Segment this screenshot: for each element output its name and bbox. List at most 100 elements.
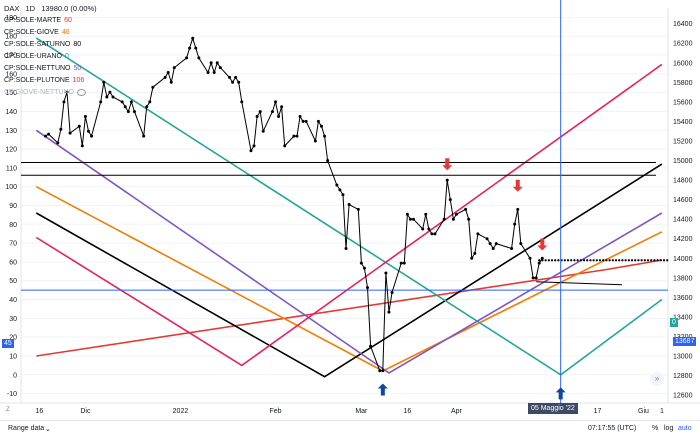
legend-item[interactable]: CP:SOLE-GIOVE 46 bbox=[4, 27, 97, 39]
price-point bbox=[68, 131, 72, 135]
legend-item[interactable]: CP:GIOVE-NETTUNO bbox=[4, 87, 97, 99]
price-point bbox=[537, 261, 541, 265]
right-tick-label: 14800 bbox=[673, 178, 693, 185]
right-tick-label: 16200 bbox=[673, 41, 693, 48]
price-point bbox=[59, 127, 63, 131]
level-dot bbox=[659, 259, 662, 262]
price-point bbox=[378, 369, 382, 373]
legend-item[interactable]: CP:SOLE-SATURNO 80 bbox=[4, 39, 97, 51]
price-point bbox=[145, 105, 149, 109]
price-label: 13980.0 (0.00%) bbox=[41, 4, 97, 13]
left-tick-label: 130 bbox=[5, 128, 17, 135]
price-point bbox=[126, 110, 130, 114]
level-dot bbox=[621, 259, 624, 262]
level-dot bbox=[589, 259, 592, 262]
legend-item[interactable]: CP:SOLE-NETTUNO 50 bbox=[4, 63, 97, 75]
symbol-label[interactable]: DAX bbox=[4, 4, 20, 13]
range-button[interactable]: Range data bbox=[8, 425, 45, 432]
price-point bbox=[280, 105, 284, 109]
zoom-left-icon[interactable]: Z bbox=[6, 407, 10, 413]
left-tick-label: 70 bbox=[9, 241, 17, 248]
x-tick-label: 2022 bbox=[173, 408, 189, 415]
price-point bbox=[430, 232, 434, 236]
right-value-tag: 0 bbox=[670, 318, 678, 327]
price-point bbox=[261, 129, 265, 133]
price-point bbox=[442, 217, 446, 221]
price-point bbox=[488, 242, 492, 246]
price-point bbox=[56, 141, 60, 145]
arrow-down-icon bbox=[537, 238, 548, 251]
percent-toggle[interactable]: % bbox=[652, 425, 659, 432]
left-tick-label: -10 bbox=[7, 391, 17, 398]
arrow-down-icon bbox=[442, 158, 453, 171]
left-tick-label: 60 bbox=[9, 259, 17, 266]
level-dot bbox=[640, 259, 643, 262]
left-tick-label: 20 bbox=[9, 335, 17, 342]
interval-label[interactable]: 1D bbox=[25, 4, 36, 13]
price-point bbox=[384, 271, 388, 275]
level-dot bbox=[563, 259, 566, 262]
arrow-shape bbox=[537, 238, 548, 251]
legend-item-name: CP:SOLE-SATURNO bbox=[4, 41, 71, 48]
arrow-down-icon bbox=[512, 179, 523, 192]
level-dot bbox=[566, 259, 570, 262]
price-point bbox=[163, 75, 167, 79]
scroll-to-realtime-button[interactable]: » bbox=[650, 372, 664, 386]
price-point bbox=[427, 227, 431, 231]
cycle-line-cp-sole-marte bbox=[36, 259, 663, 357]
price-point bbox=[99, 100, 103, 104]
price-point bbox=[424, 212, 428, 216]
left-tick-label: 30 bbox=[9, 316, 17, 323]
level-dot bbox=[598, 259, 602, 262]
price-point bbox=[451, 217, 455, 221]
x-tick-label: Apr bbox=[451, 408, 463, 415]
legend-item[interactable]: CP:SOLE-PLUTONE 106 bbox=[4, 75, 97, 87]
right-tick-label: 13800 bbox=[673, 275, 693, 282]
left-value-tag: 45 bbox=[2, 339, 14, 348]
price-point bbox=[540, 256, 544, 260]
price-point bbox=[252, 144, 256, 148]
auto-toggle[interactable]: auto bbox=[678, 425, 692, 432]
price-point bbox=[326, 159, 330, 163]
x-tick-label: Giu bbox=[638, 408, 649, 415]
level-dot bbox=[602, 259, 605, 262]
clock-time[interactable]: 07:17:55 (UTC) bbox=[588, 425, 637, 432]
level-dot bbox=[592, 259, 595, 262]
legend-item[interactable]: CP:SOLE-URANO 0 bbox=[4, 51, 97, 63]
level-dot bbox=[557, 259, 560, 262]
legend-item-name: CP:SOLE-PLUTONE bbox=[4, 77, 70, 84]
price-point bbox=[172, 66, 176, 70]
price-point bbox=[166, 71, 170, 75]
x-tick-label: 1 bbox=[660, 408, 664, 415]
price-point bbox=[470, 256, 474, 260]
price-point bbox=[111, 95, 115, 99]
price-point bbox=[215, 61, 219, 65]
price-point bbox=[197, 56, 201, 60]
price-point bbox=[258, 110, 262, 114]
legend-item-value: 80 bbox=[73, 41, 82, 48]
price-point bbox=[283, 144, 287, 148]
level-dot bbox=[579, 259, 582, 262]
x-tick-label: Mar bbox=[355, 408, 368, 415]
right-tick-label: 12800 bbox=[673, 373, 693, 380]
price-point bbox=[65, 90, 69, 94]
legend-item-name: CP:SOLE-MARTE bbox=[4, 17, 62, 24]
price-point bbox=[387, 310, 391, 314]
price-point bbox=[381, 369, 385, 373]
price-point bbox=[228, 75, 232, 79]
left-tick-label: 10 bbox=[9, 353, 17, 360]
cycle-line-cp-sole-plutone bbox=[35, 63, 663, 367]
level-dot bbox=[656, 259, 659, 262]
x-tick-label: 16 bbox=[35, 408, 43, 415]
price-point bbox=[62, 100, 66, 104]
log-toggle[interactable]: log bbox=[664, 425, 674, 432]
level-dot bbox=[646, 259, 650, 262]
price-point bbox=[151, 85, 155, 89]
legend-item[interactable]: CP:SOLE-MARTE 60 bbox=[4, 15, 97, 27]
eye-icon[interactable] bbox=[77, 88, 87, 96]
chevron-down-icon[interactable]: ⌄ bbox=[45, 426, 51, 433]
level-dot bbox=[618, 259, 621, 262]
price-point bbox=[433, 232, 437, 236]
left-tick-label: 120 bbox=[5, 147, 17, 154]
